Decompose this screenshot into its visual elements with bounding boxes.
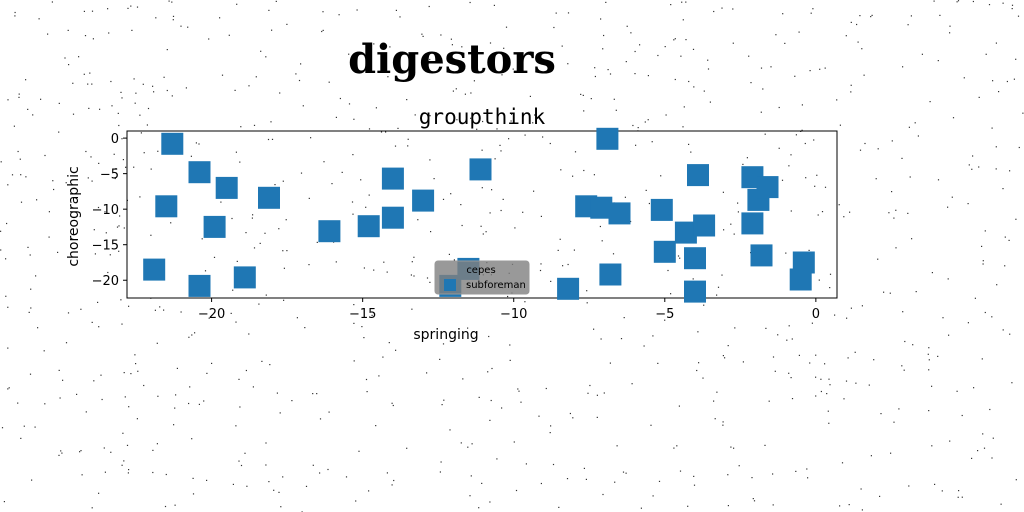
data-point <box>792 251 815 274</box>
y-tick-label: −20 <box>92 274 119 289</box>
x-tick-label: 0 <box>812 307 820 322</box>
y-tick-label: −15 <box>92 239 119 254</box>
legend: cepes subforeman <box>434 260 530 295</box>
data-point <box>650 198 673 221</box>
data-point <box>381 206 404 229</box>
data-point <box>188 274 211 297</box>
data-point <box>741 212 764 235</box>
data-point <box>789 268 812 291</box>
data-point <box>596 127 619 150</box>
data-point <box>674 221 697 244</box>
data-point <box>687 164 709 187</box>
data-point <box>557 277 580 300</box>
data-point <box>750 244 773 267</box>
data-point <box>693 214 716 237</box>
chart-title: groupthink <box>419 105 546 129</box>
data-points <box>143 127 815 303</box>
data-point <box>258 186 280 209</box>
figure-suptitle: digestors <box>348 36 556 83</box>
plot-area-frame <box>126 130 838 299</box>
data-point <box>318 220 341 243</box>
x-axis-ticks: −20 −15 −10 −5 0 <box>198 298 820 322</box>
y-tick-label: −5 <box>100 168 119 183</box>
data-point <box>155 195 178 218</box>
x-tick-label: −15 <box>349 307 376 322</box>
y-axis-ticks: 0 −5 −10 −15 −20 <box>92 132 127 289</box>
y-axis-label: choreographic <box>66 166 82 266</box>
data-point <box>233 266 256 289</box>
data-point <box>599 263 622 286</box>
data-point <box>161 132 184 155</box>
data-point <box>756 176 779 199</box>
data-point <box>653 240 676 263</box>
data-point <box>608 202 631 225</box>
legend-box <box>434 260 530 295</box>
x-tick-label: −20 <box>198 307 225 322</box>
x-tick-label: −5 <box>655 307 674 322</box>
data-point <box>203 215 226 238</box>
y-tick-label: −10 <box>92 203 119 218</box>
x-tick-label: −10 <box>500 307 527 322</box>
data-point <box>381 167 404 190</box>
data-point <box>412 189 435 212</box>
y-tick-label: 0 <box>111 132 119 147</box>
legend-label-subforeman: subforeman <box>466 280 526 291</box>
data-point <box>469 158 492 181</box>
data-point <box>188 161 211 184</box>
data-point <box>590 196 613 219</box>
legend-title: cepes <box>466 265 495 276</box>
x-axis-label: springing <box>413 327 478 343</box>
data-point <box>684 247 706 270</box>
legend-marker-subforeman <box>444 279 456 291</box>
data-point <box>143 258 166 281</box>
data-point <box>357 215 380 238</box>
data-point <box>684 280 706 303</box>
data-point <box>215 176 238 199</box>
